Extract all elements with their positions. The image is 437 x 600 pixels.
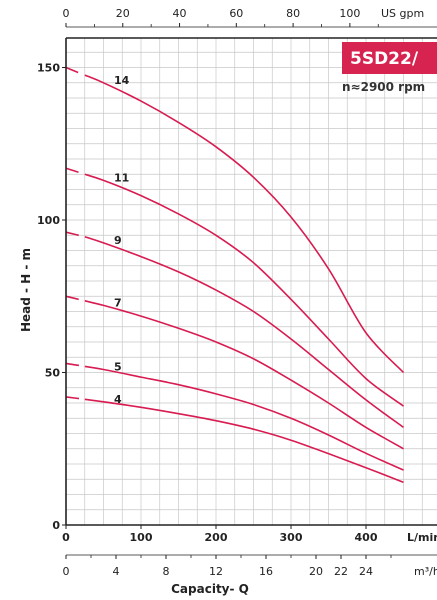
x-tick-label: 300 — [280, 531, 303, 544]
bottom-tick-label: 12 — [209, 565, 223, 578]
curve-14-dashed-segment — [65, 66, 86, 76]
y-tick-label: 100 — [37, 214, 60, 227]
top-axis-unit: US gpm — [381, 7, 424, 20]
pump-curve-14: 14 — [65, 66, 405, 374]
model-label: 5SD22/ — [350, 49, 419, 69]
x-tick-label: 200 — [205, 531, 228, 544]
top-tick-label: 20 — [116, 7, 130, 20]
y-tick-label: 0 — [52, 519, 60, 532]
pump-curve-4: 4 — [65, 393, 404, 484]
tick-labels: 0 100 200 300 400 0 50 100 150 0 20 40 60 80 100 0 4 8 12 1… — [37, 7, 392, 578]
pump-curves: 14 11 9 7 5 4 — [65, 66, 405, 484]
curve-9-line — [84, 236, 404, 429]
bottom-tick-label: 0 — [63, 565, 70, 578]
curve-4-line — [84, 398, 404, 484]
curve-7-line — [84, 300, 404, 450]
bottom-tick-label: 8 — [163, 565, 170, 578]
bottom-axis-unit: m³/h — [414, 565, 437, 578]
curve-4-dashed-segment — [65, 396, 85, 401]
pump-curve-9: 9 — [65, 231, 404, 429]
curve-5-label: 5 — [114, 360, 122, 373]
curve-4-label: 4 — [114, 393, 122, 406]
curve-11-label: 11 — [114, 171, 129, 184]
model-badge-background — [342, 42, 437, 74]
pump-curve-11: 11 — [65, 167, 404, 407]
y-axis-title: Head - H - m — [19, 248, 33, 332]
model-badge: 5SD22/ — [342, 42, 437, 74]
curve-7-label: 7 — [114, 296, 122, 309]
top-tick-label: 80 — [286, 7, 300, 20]
x-tick-label: 100 — [130, 531, 153, 544]
bottom-tick-label: 20 — [309, 565, 323, 578]
top-tick-label: 0 — [63, 7, 70, 20]
bottom-tick-label: 16 — [259, 565, 273, 578]
curve-14-label: 14 — [114, 74, 130, 87]
plot-frame — [65, 26, 437, 556]
curve-9-dashed-segment — [65, 231, 85, 238]
bottom-tick-label: 4 — [113, 565, 120, 578]
x-tick-label: 400 — [355, 531, 378, 544]
curve-7-dashed-segment — [65, 295, 85, 302]
top-tick-label: 60 — [229, 7, 243, 20]
curve-14-line — [84, 74, 405, 374]
curve-11-dashed-segment — [65, 167, 86, 176]
curve-11-line — [84, 173, 404, 407]
y-tick-label: 50 — [45, 367, 61, 380]
curve-9-label: 9 — [114, 234, 122, 247]
curve-5-dashed-segment — [65, 362, 85, 368]
top-tick-label: 40 — [173, 7, 187, 20]
pump-curve-7: 7 — [65, 295, 404, 450]
bottom-tick-label: 24 — [359, 565, 373, 578]
pump-curve-5: 5 — [65, 360, 404, 471]
speed-label: n≈2900 rpm — [342, 80, 425, 94]
curve-5-line — [84, 365, 404, 471]
x-axis-title: Capacity- Q — [171, 582, 249, 596]
grid-lines — [66, 38, 437, 525]
bottom-tick-label: 22 — [334, 565, 348, 578]
x-axis-unit: L/min — [407, 531, 437, 544]
y-tick-label: 150 — [37, 62, 60, 75]
x-tick-label: 0 — [62, 531, 70, 544]
top-tick-label: 100 — [339, 7, 360, 20]
